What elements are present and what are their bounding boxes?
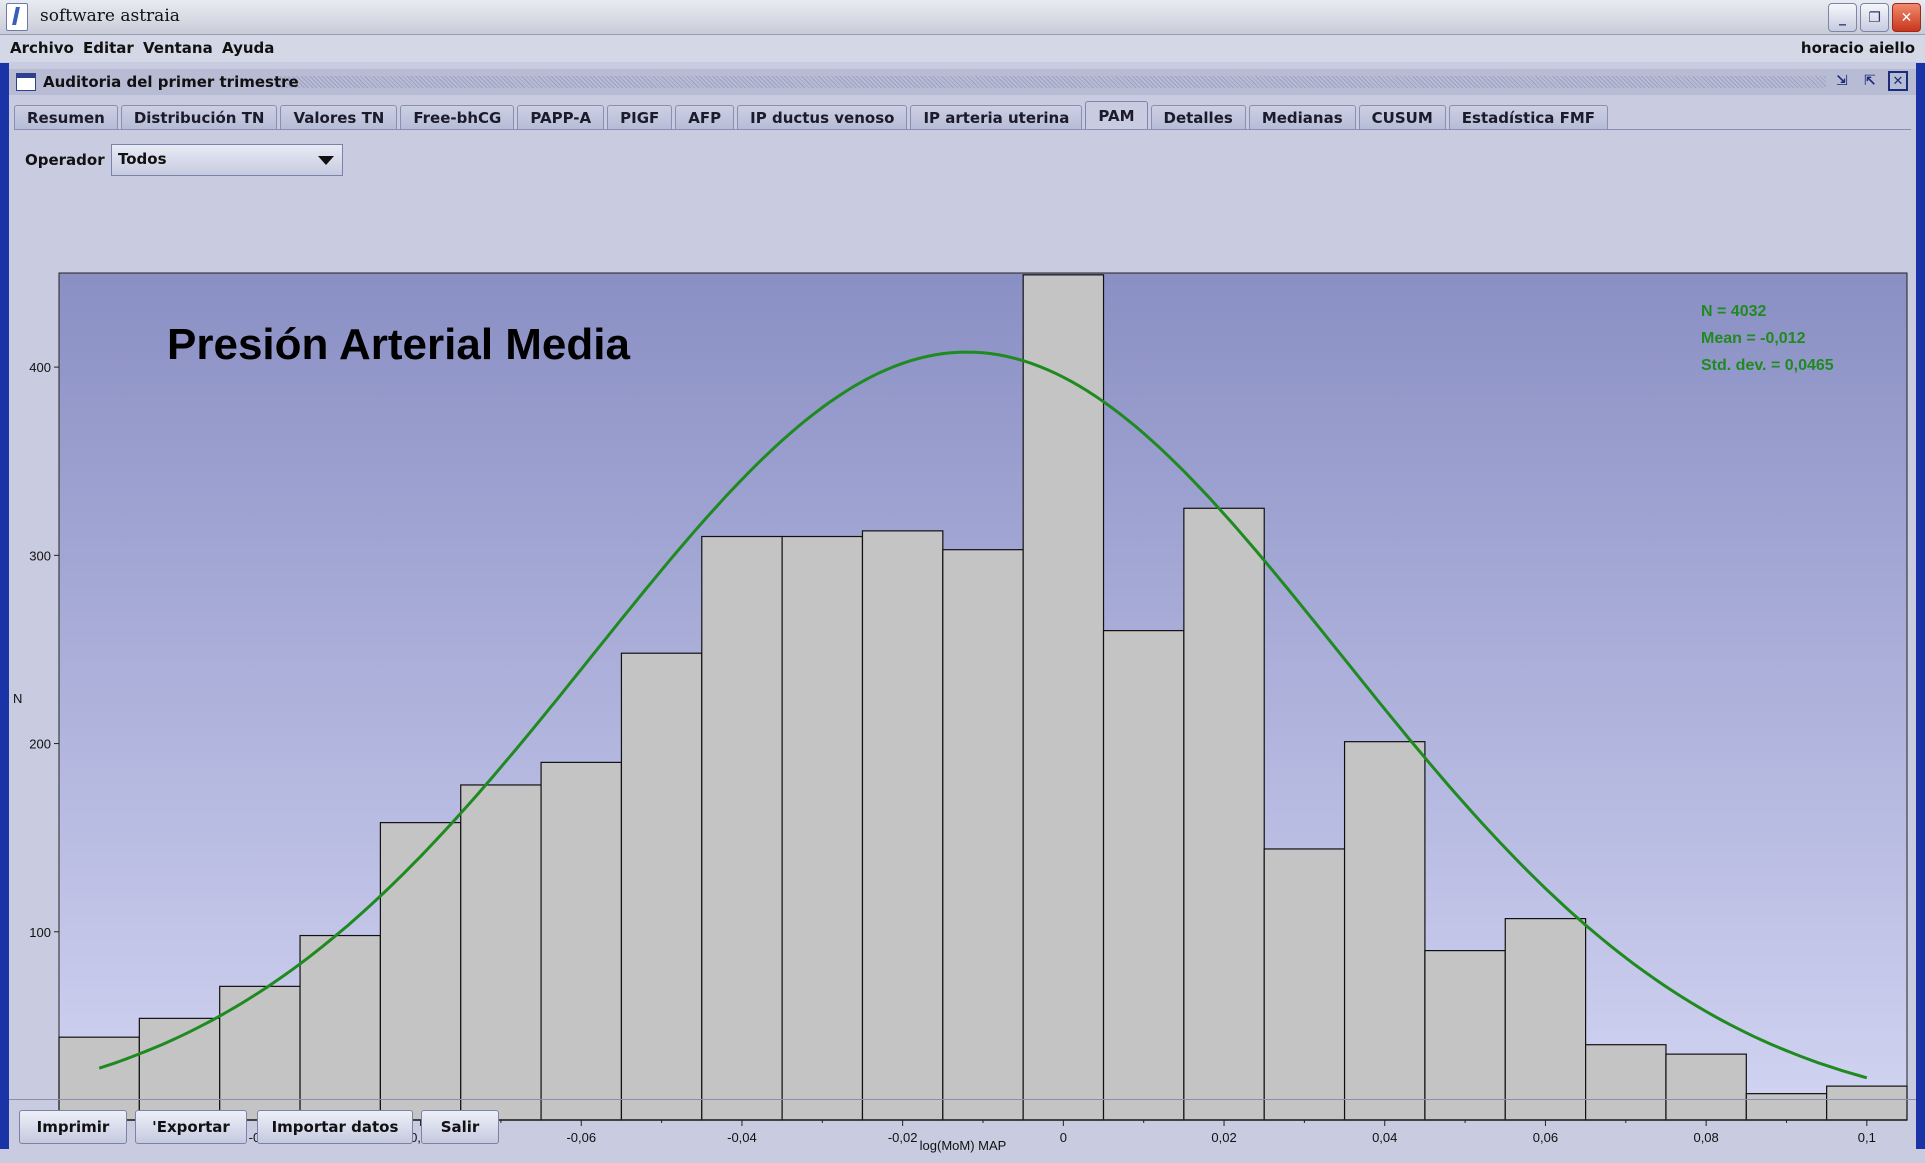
histogram-bar: [1263, 848, 1346, 1121]
operator-select[interactable]: Todos: [111, 144, 343, 176]
internal-frame-content: Auditoria del primer trimestre ⇲ ⇱ ✕ Res…: [9, 63, 1916, 1153]
maximize-icon[interactable]: ⇱: [1864, 73, 1876, 89]
histogram-chart: -0,12-0,1-0,08-0,06-0,04-0,0200,020,040,…: [13, 272, 1908, 1153]
tab-resumen[interactable]: Resumen: [14, 105, 118, 130]
histogram-bar: [540, 761, 623, 1121]
tab-detalles[interactable]: Detalles: [1150, 105, 1246, 130]
titlebar-texture: [274, 76, 1826, 88]
internal-window-title: Auditoria del primer trimestre: [43, 73, 299, 91]
y-tick-label: 100: [29, 925, 51, 940]
tab-estadistica-fmf[interactable]: Estadística FMF: [1448, 105, 1609, 130]
exit-button[interactable]: Salir: [421, 1110, 499, 1144]
tab-bar: Resumen Distribución TN Valores TN Free-…: [14, 101, 1609, 130]
tab-pam[interactable]: PAM: [1085, 101, 1148, 130]
menu-ventana[interactable]: Ventana: [143, 39, 213, 57]
histogram-bar: [379, 822, 462, 1121]
histogram-bar: [460, 784, 542, 1121]
tab-distribucion-tn[interactable]: Distribución TN: [120, 105, 278, 130]
minimize-button[interactable]: _: [1828, 3, 1857, 32]
histogram-bar: [1665, 1053, 1747, 1121]
close-icon[interactable]: ✕: [1888, 71, 1908, 91]
tab-medianas[interactable]: Medianas: [1248, 105, 1356, 130]
menu-ayuda[interactable]: Ayuda: [222, 39, 275, 57]
x-tick-label: 0,06: [1533, 1130, 1558, 1145]
stat-mean: Mean = -0,012: [1701, 330, 1806, 347]
print-button[interactable]: Imprimir: [19, 1110, 127, 1144]
histogram-bar: [58, 1036, 140, 1121]
tab-valores-tn[interactable]: Valores TN: [280, 105, 398, 130]
x-tick-label: -0,02: [888, 1130, 918, 1145]
tab-ip-arteria-uterina[interactable]: IP arteria uterina: [910, 105, 1083, 130]
chart-title: Presión Arterial Media: [167, 320, 630, 369]
histogram-bar: [1424, 949, 1506, 1121]
window-controls: _ ❐ ✕: [1828, 3, 1921, 32]
histogram-bar: [138, 1017, 221, 1121]
window-icon: [16, 73, 36, 91]
bars-layer: [58, 274, 1908, 1121]
histogram-bar: [1504, 918, 1587, 1121]
import-data-button[interactable]: Importar datos: [257, 1110, 413, 1144]
histogram-bar: [781, 535, 864, 1121]
restore-button[interactable]: ❐: [1860, 3, 1889, 32]
export-button[interactable]: 'Exportar: [135, 1110, 247, 1144]
y-tick-label: 400: [29, 360, 51, 375]
stat-std-dev: Std. dev. = 0,0465: [1701, 357, 1834, 374]
internal-window-controls: ⇲ ⇱ ✕: [1832, 71, 1908, 91]
x-tick-label: 0,04: [1372, 1130, 1397, 1145]
histogram-bar: [1022, 274, 1105, 1121]
histogram-bar: [1745, 1093, 1828, 1121]
normal-fit-curve: [98, 350, 1868, 1080]
app-icon: [6, 3, 28, 31]
menu-bar: Archivo Editar Ventana Ayuda horacio aie…: [0, 35, 1925, 62]
x-tick-label: -0,06: [566, 1130, 596, 1145]
internal-frame: Auditoria del primer trimestre ⇲ ⇱ ✕ Res…: [0, 63, 1925, 1153]
histogram-bar: [1585, 1044, 1667, 1121]
x-tick-label: 0,02: [1211, 1130, 1236, 1145]
tab-afp[interactable]: AFP: [675, 105, 735, 130]
bottom-divider: [9, 1099, 1916, 1100]
histogram-bar: [299, 934, 381, 1121]
histogram-bar: [942, 549, 1024, 1121]
tab-papp-a[interactable]: PAPP-A: [517, 105, 605, 130]
internal-titlebar: Auditoria del primer trimestre ⇲ ⇱ ✕: [9, 69, 1916, 95]
user-name: horacio aiello: [1800, 39, 1915, 57]
x-tick-label: 0,08: [1693, 1130, 1718, 1145]
histogram-bar: [861, 530, 944, 1121]
operator-label: Operador: [25, 151, 105, 169]
histogram-bar: [1826, 1085, 1908, 1121]
menu-archivo[interactable]: Archivo: [10, 39, 74, 57]
x-tick-label: -0,04: [727, 1130, 757, 1145]
tab-pigf[interactable]: PIGF: [607, 105, 673, 130]
y-tick-label: 300: [29, 548, 51, 563]
tab-free-bhcg[interactable]: Free-bhCG: [400, 105, 515, 130]
app-title: software astraia: [40, 6, 180, 26]
x-tick-label: 0,1: [1858, 1130, 1876, 1145]
histogram-bar: [1343, 741, 1426, 1121]
chevron-down-icon: [318, 156, 334, 165]
menu-editar[interactable]: Editar: [83, 39, 134, 57]
app-titlebar: software astraia _ ❐ ✕: [0, 0, 1925, 35]
y-tick-label: 200: [29, 737, 51, 752]
tab-divider: [14, 129, 1911, 130]
x-axis-label: log(MoM) MAP: [920, 1138, 1007, 1153]
tab-ip-ductus-venoso[interactable]: IP ductus venoso: [737, 105, 908, 130]
tab-cusum[interactable]: CUSUM: [1358, 105, 1446, 130]
operator-select-value: Todos: [118, 150, 167, 168]
x-tick-label: 0: [1060, 1130, 1067, 1145]
histogram-bar: [620, 652, 703, 1121]
histogram-bar: [701, 535, 783, 1121]
iconify-icon[interactable]: ⇲: [1836, 73, 1848, 89]
histogram-bar: [1183, 507, 1265, 1121]
histogram-bar: [1102, 630, 1185, 1121]
close-button[interactable]: ✕: [1892, 3, 1921, 32]
y-axis-label: N: [13, 691, 22, 706]
stat-n: N = 4032: [1701, 303, 1766, 320]
